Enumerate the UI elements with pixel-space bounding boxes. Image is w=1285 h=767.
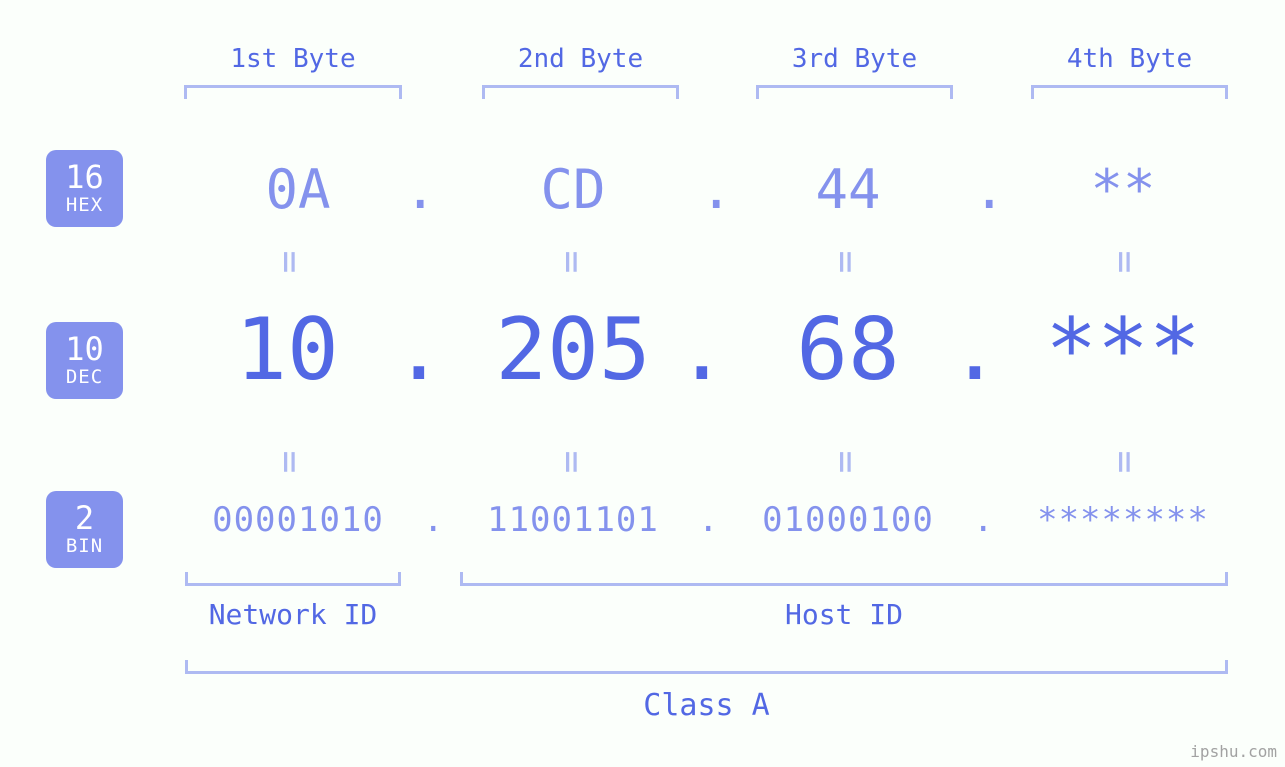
eq-hex-dec-3: = <box>824 251 868 274</box>
eq-dec-bin-2: = <box>550 451 594 474</box>
host-bracket <box>460 572 1228 586</box>
dec-dot-3: . <box>949 300 1001 400</box>
network-id-label: Network ID <box>185 598 401 631</box>
host-id-label: Host ID <box>460 598 1228 631</box>
eq-hex-dec-4: = <box>1103 251 1147 274</box>
top-bracket-3 <box>756 85 953 99</box>
byte-header-1: 1st Byte <box>184 44 402 74</box>
eq-dec-bin-1: = <box>268 451 312 474</box>
base-badge-dec-label: DEC <box>46 368 123 388</box>
bin-dot-2: . <box>698 500 718 540</box>
eq-dec-bin-4: = <box>1103 451 1147 474</box>
dec-dot-1: . <box>393 300 445 400</box>
base-badge-dec: 10 DEC <box>46 322 123 399</box>
byte-header-4: 4th Byte <box>1031 44 1228 74</box>
dec-byte-2: 205 <box>456 300 690 400</box>
base-badge-dec-num: 10 <box>46 333 123 367</box>
top-bracket-2 <box>482 85 679 99</box>
eq-hex-dec-1: = <box>268 251 312 274</box>
base-badge-bin-label: BIN <box>46 537 123 557</box>
bin-byte-4: ******** <box>1006 500 1240 540</box>
class-label: Class A <box>185 688 1228 723</box>
bin-dot-1: . <box>423 500 443 540</box>
hex-byte-4: ** <box>1006 158 1240 221</box>
eq-hex-dec-2: = <box>550 251 594 274</box>
hex-byte-2: CD <box>456 158 690 221</box>
hex-dot-3: . <box>973 158 1006 221</box>
dec-byte-1: 10 <box>170 300 404 400</box>
bin-dot-3: . <box>973 500 993 540</box>
watermark: ipshu.com <box>1190 742 1277 761</box>
bin-byte-3: 01000100 <box>731 500 965 540</box>
top-bracket-1 <box>184 85 402 99</box>
base-badge-bin: 2 BIN <box>46 491 123 568</box>
eq-dec-bin-3: = <box>824 451 868 474</box>
dec-byte-4: *** <box>1006 300 1240 400</box>
hex-dot-1: . <box>404 158 437 221</box>
hex-byte-3: 44 <box>731 158 965 221</box>
dec-dot-2: . <box>676 300 728 400</box>
base-badge-bin-num: 2 <box>46 502 123 536</box>
byte-header-2: 2nd Byte <box>482 44 679 74</box>
base-badge-hex-num: 16 <box>46 161 123 195</box>
hex-dot-2: . <box>700 158 733 221</box>
network-bracket <box>185 572 401 586</box>
hex-byte-1: 0A <box>181 158 415 221</box>
base-badge-hex: 16 HEX <box>46 150 123 227</box>
byte-header-3: 3rd Byte <box>756 44 953 74</box>
bin-byte-1: 00001010 <box>181 500 415 540</box>
bin-byte-2: 11001101 <box>456 500 690 540</box>
base-badge-hex-label: HEX <box>46 196 123 216</box>
top-bracket-4 <box>1031 85 1228 99</box>
dec-byte-3: 68 <box>731 300 965 400</box>
class-bracket <box>185 660 1228 674</box>
